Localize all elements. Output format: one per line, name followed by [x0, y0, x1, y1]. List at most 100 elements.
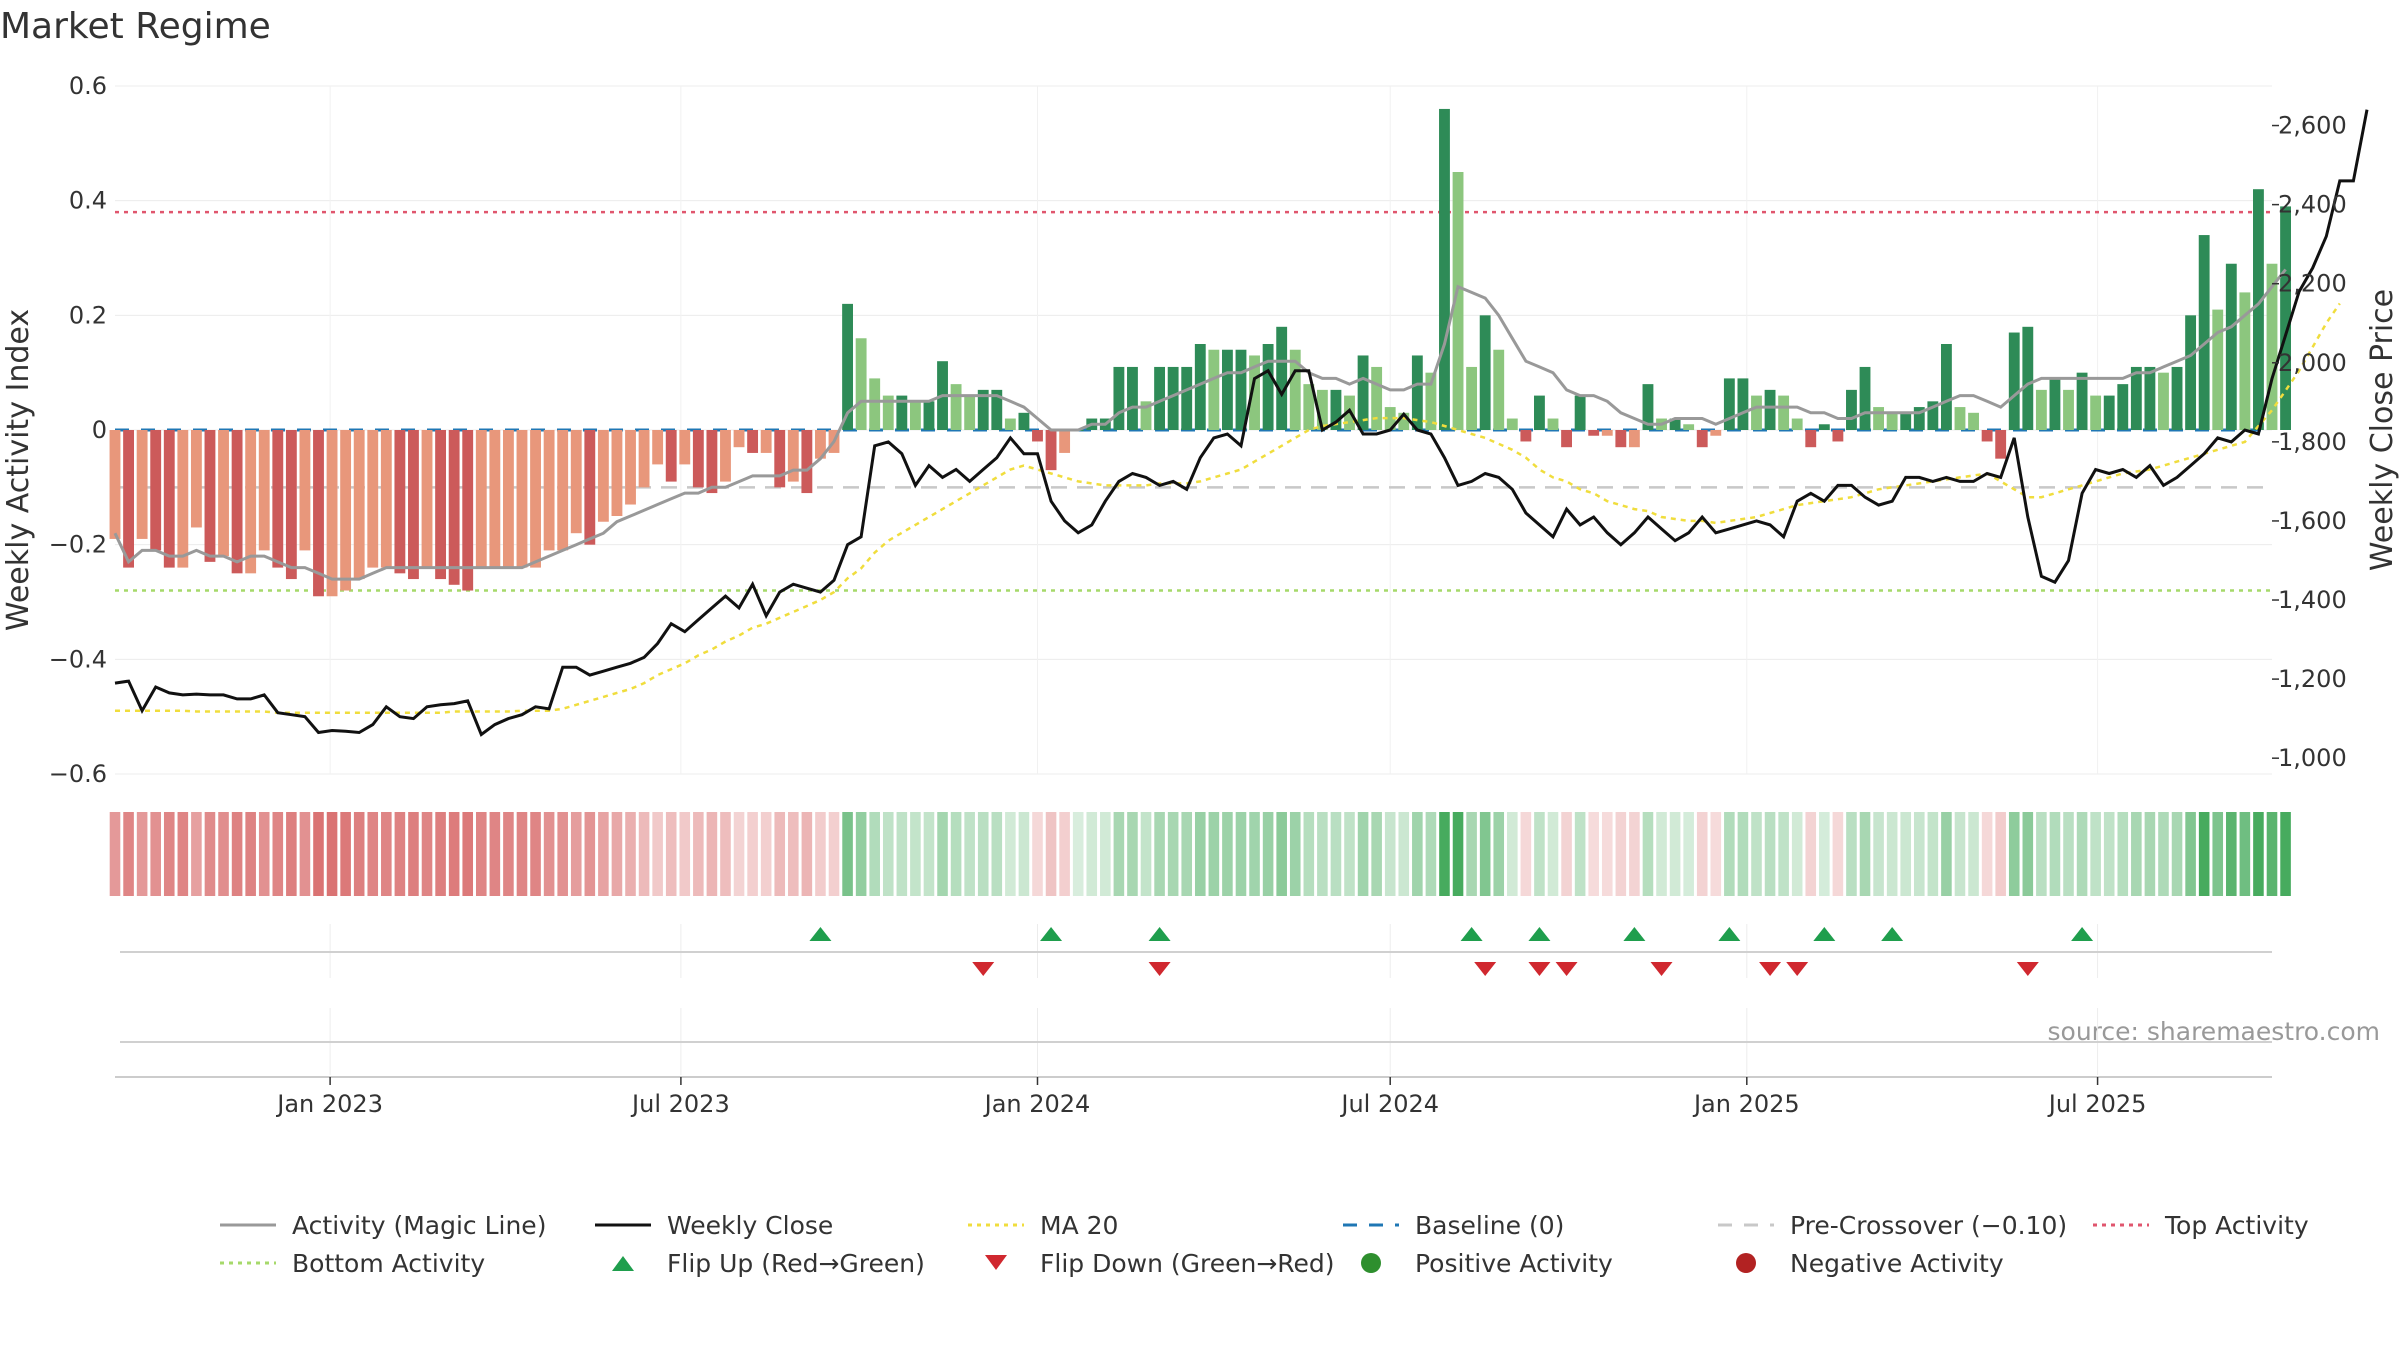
y-right-tick: 2,000 [2278, 349, 2347, 377]
activity-bar [1384, 407, 1396, 430]
regime-cell [2008, 812, 2020, 896]
regime-cell [177, 812, 189, 896]
activity-bar [964, 395, 976, 430]
activity-bar [2022, 326, 2034, 430]
regime-cell [720, 812, 731, 896]
regime-cell [652, 812, 663, 896]
regime-cell [1249, 812, 1260, 896]
regime-cell [1100, 812, 1111, 896]
activity-bar [340, 430, 352, 591]
legend-label: Baseline (0) [1415, 1211, 1564, 1240]
regime-cell [1412, 812, 1423, 896]
flip-down-marker [972, 962, 995, 976]
legend-label: Top Activity [2164, 1211, 2309, 1240]
activity-bar [1534, 395, 1545, 430]
activity-bar [462, 430, 474, 591]
activity-bar [1737, 378, 1749, 430]
activity-bar [1954, 407, 1966, 430]
activity-bar [801, 430, 813, 494]
regime-cell [733, 812, 745, 896]
regime-cell [1507, 812, 1518, 896]
activity-bar [1981, 430, 1993, 442]
regime-cell [937, 812, 948, 896]
regime-cell [584, 812, 596, 896]
activity-bar [1059, 430, 1071, 453]
regime-cell [204, 812, 216, 896]
flip-up-marker [1813, 927, 1836, 941]
y-right-tick: 1,000 [2278, 744, 2347, 772]
activity-bar [543, 430, 555, 551]
activity-bar [2103, 395, 2115, 430]
regime-cell [977, 812, 989, 896]
flip-up-marker [1623, 927, 1646, 941]
activity-bar [1601, 430, 1613, 436]
activity-bar [1466, 366, 1478, 430]
regime-cell [1710, 812, 1722, 896]
y-left-tick: 0.2 [69, 301, 107, 329]
activity-bar [489, 430, 501, 568]
x-tick-label: Jan 2025 [1692, 1090, 1800, 1118]
regime-cell [2144, 812, 2156, 896]
flip-up-marker [1148, 927, 1171, 941]
activity-bar [2239, 292, 2251, 430]
activity-bar [448, 430, 460, 585]
activity-bar [408, 430, 419, 580]
regime-cell [489, 812, 501, 896]
legend-dot-icon [1361, 1253, 1381, 1273]
regime-cell [1805, 812, 1817, 896]
regime-cell [530, 812, 541, 896]
regime-cell [665, 812, 677, 896]
activity-bar [367, 430, 379, 568]
regime-cell [1574, 812, 1586, 896]
activity-bar [950, 384, 962, 430]
activity-bar [869, 378, 881, 430]
regime-cell [991, 812, 1003, 896]
activity-bar [1235, 349, 1247, 430]
regime-cell [1886, 812, 1898, 896]
regime-cell [1927, 812, 1939, 896]
activity-bar [177, 430, 189, 568]
regime-cell [1018, 812, 1030, 896]
legend-label: Pre-Crossover (−0.10) [1790, 1211, 2067, 1240]
regime-cell [2226, 812, 2237, 896]
regime-cell [1846, 812, 1857, 896]
activity-bar [909, 401, 921, 430]
activity-bar [245, 430, 257, 574]
regime-cell [842, 812, 853, 896]
regime-cell [747, 812, 758, 896]
activity-bar [1506, 418, 1518, 430]
activity-bar [2063, 389, 2074, 430]
activity-bar [1167, 366, 1179, 430]
legend-label: Positive Activity [1415, 1249, 1613, 1278]
activity-bar [679, 430, 691, 465]
activity-bar [1398, 412, 1410, 430]
legend-flip-down-icon [985, 1255, 1007, 1270]
activity-bars [109, 108, 2291, 597]
activity-bar [896, 395, 908, 430]
regime-cell [2090, 812, 2101, 896]
regime-cell [543, 812, 555, 896]
regime-cell [1832, 812, 1844, 896]
regime-cell [693, 812, 704, 896]
activity-bar [2185, 315, 2197, 430]
regime-cell [896, 812, 908, 896]
x-tick-label: Jan 2023 [275, 1090, 383, 1118]
activity-bar [815, 430, 826, 459]
regime-cell [1032, 812, 1043, 896]
ma20-line [115, 302, 2341, 714]
activity-bar [123, 430, 134, 568]
activity-bar [1574, 395, 1586, 430]
regime-cell [475, 812, 487, 896]
regime-cell [1167, 812, 1179, 896]
activity-bar [1995, 430, 2007, 459]
regime-cell [1371, 812, 1382, 896]
activity-bar [1208, 349, 1220, 430]
regime-cell [1656, 812, 1667, 896]
activity-bar [977, 389, 989, 430]
regime-cell [1724, 812, 1735, 896]
regime-cell [1208, 812, 1220, 896]
activity-bar [1628, 430, 1640, 448]
activity-bar [2144, 366, 2156, 430]
activity-bar [1439, 108, 1450, 430]
regime-cell [462, 812, 474, 896]
